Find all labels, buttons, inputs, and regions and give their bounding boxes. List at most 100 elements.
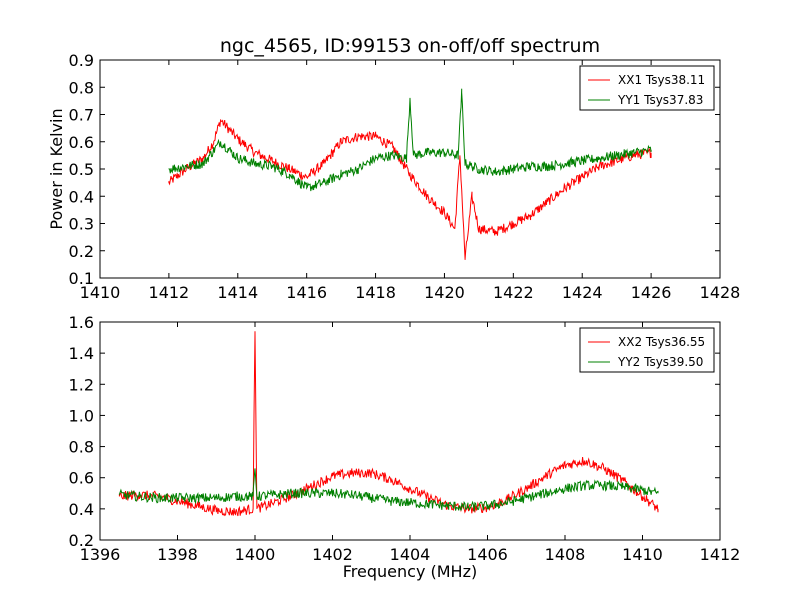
- y-tick-label: 0.2: [69, 531, 94, 550]
- x-tick-label: 1424: [562, 283, 603, 302]
- data-point: [271, 166, 273, 168]
- data-point: [340, 141, 342, 143]
- data-point: [289, 168, 291, 170]
- data-point: [177, 497, 179, 499]
- data-point: [237, 157, 239, 159]
- data-point: [599, 166, 601, 168]
- data-point: [216, 497, 218, 499]
- data-point: [513, 223, 515, 225]
- x-tick-label: 1414: [217, 283, 258, 302]
- data-point: [323, 182, 325, 184]
- data-point: [119, 494, 121, 496]
- legend-label: YY2 Tsys39.50: [617, 355, 703, 369]
- data-point: [429, 497, 431, 499]
- y-tick-label: 0.4: [69, 500, 94, 519]
- data-point: [457, 155, 459, 157]
- data-point: [603, 485, 605, 487]
- data-point: [526, 497, 528, 499]
- data-point: [289, 174, 291, 176]
- legend-box: [579, 327, 715, 373]
- data-point: [409, 488, 411, 490]
- data-point: [464, 163, 466, 165]
- data-point: [358, 136, 360, 138]
- data-point: [392, 155, 394, 157]
- y-tick-label: 1.0: [69, 406, 94, 425]
- data-point: [564, 187, 566, 189]
- data-point: [220, 119, 222, 121]
- data-point: [185, 166, 187, 168]
- data-point: [252, 508, 254, 510]
- data-point: [444, 152, 446, 154]
- data-point: [138, 496, 140, 498]
- x-tick-label: 1426: [631, 283, 672, 302]
- x-tick-label: 1400: [235, 545, 276, 564]
- data-point: [426, 196, 428, 198]
- y-tick-label: 0.6: [69, 133, 94, 152]
- data-point: [332, 475, 334, 477]
- data-point: [196, 505, 198, 507]
- data-point: [478, 168, 480, 170]
- data-point: [235, 511, 237, 513]
- series-line-yy2: [118, 468, 659, 512]
- series-line-yy1: [168, 88, 652, 192]
- data-point: [390, 500, 392, 502]
- data-point: [409, 97, 411, 99]
- y-tick-label: 0.6: [69, 469, 94, 488]
- x-tick-label: 1416: [286, 283, 327, 302]
- y-tick-label: 0.8: [69, 438, 94, 457]
- data-point: [564, 163, 566, 165]
- top-panel: 1410 1412 1414 1416 1418 1420 1422 1424 1426 1428…: [47, 51, 740, 302]
- data-point: [495, 231, 497, 233]
- data-point: [464, 258, 466, 260]
- y-tick-label: 1.6: [69, 313, 94, 332]
- legend-label: YY1 Tsys37.83: [617, 93, 703, 107]
- y-tick-label: 0.9: [69, 51, 94, 70]
- data-point: [444, 212, 446, 214]
- data-point: [633, 155, 635, 157]
- x-tick-label: 1410: [622, 545, 663, 564]
- data-point: [581, 176, 583, 178]
- data-point: [237, 138, 239, 140]
- data-point: [371, 497, 373, 499]
- data-point: [375, 136, 377, 138]
- data-point: [216, 510, 218, 512]
- x-tick-label: 1410: [80, 283, 121, 302]
- legend-box: [579, 65, 715, 111]
- data-point: [513, 168, 515, 170]
- data-point: [616, 155, 618, 157]
- data-point: [633, 152, 635, 154]
- data-point: [306, 187, 308, 189]
- data-point: [584, 460, 586, 462]
- data-point: [657, 508, 659, 510]
- data-point: [119, 496, 121, 498]
- data-point: [448, 505, 450, 507]
- data-point: [426, 152, 428, 154]
- data-point: [454, 228, 456, 230]
- data-point: [256, 496, 258, 498]
- x-tick-label: 1428: [700, 283, 741, 302]
- data-point: [506, 502, 508, 504]
- data-point: [390, 479, 392, 481]
- series-line-xx2: [118, 331, 659, 517]
- data-point: [323, 163, 325, 165]
- y-axis-label: Power in Kelvin: [47, 108, 66, 229]
- data-point: [203, 157, 205, 159]
- data-point: [547, 201, 549, 203]
- data-point: [642, 496, 644, 498]
- x-tick-label: 1412: [149, 283, 190, 302]
- data-point: [157, 497, 159, 499]
- data-point: [196, 497, 198, 499]
- data-point: [429, 503, 431, 505]
- data-point: [274, 494, 276, 496]
- x-tick-label: 1412: [700, 545, 741, 564]
- data-point: [530, 166, 532, 168]
- x-tick-label: 1398: [157, 545, 198, 564]
- data-point: [599, 157, 601, 159]
- y-tick-label: 0.2: [69, 242, 94, 261]
- data-point: [657, 493, 659, 495]
- x-tick-label: 1422: [493, 283, 534, 302]
- data-point: [616, 160, 618, 162]
- data-point: [375, 157, 377, 159]
- x-tick-label: 1418: [355, 283, 396, 302]
- data-point: [471, 196, 473, 198]
